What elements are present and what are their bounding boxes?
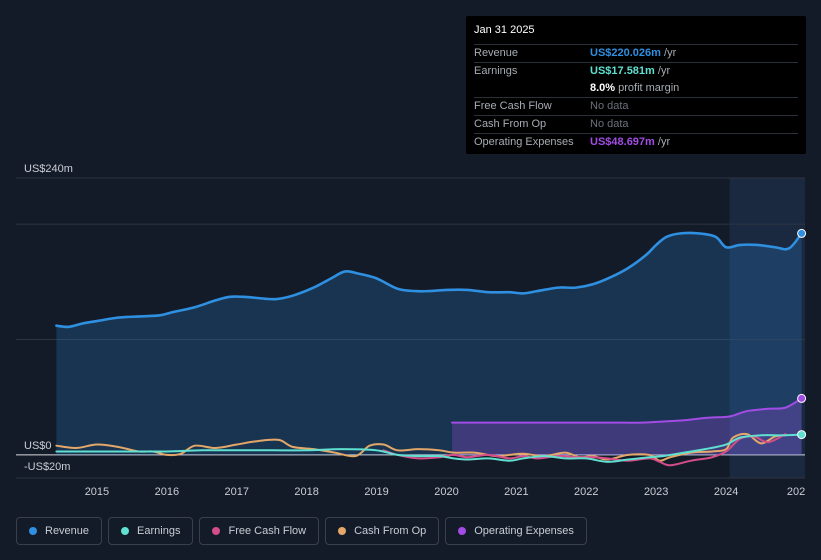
legend-item-operating-expenses[interactable]: Operating Expenses xyxy=(445,517,587,545)
x-tick-label: 2021 xyxy=(504,486,528,498)
series-areas xyxy=(56,232,802,455)
free-cash-flow-line xyxy=(382,433,787,467)
tooltip-panel: Jan 31 2025 Revenue US$220.026m /yr Earnin… xyxy=(466,16,806,154)
legend-dot-icon xyxy=(338,527,347,535)
tooltip-row: Free Cash Flow No data xyxy=(474,97,798,114)
tooltip-row-value: US$17.581m /yr xyxy=(590,65,671,77)
x-tick-label: 2019 xyxy=(364,486,388,498)
tooltip-row-value: No data xyxy=(590,100,629,112)
tooltip-row: Cash From Op No data xyxy=(474,115,798,132)
cash-from-op-line xyxy=(55,432,787,462)
revenue-line xyxy=(55,231,803,329)
legend-label: Earnings xyxy=(137,525,181,537)
x-tick-label: 2016 xyxy=(155,486,179,498)
tooltip-row-label: Operating Expenses xyxy=(474,136,574,148)
x-tick-label: 2017 xyxy=(225,486,249,498)
y-tick-label: US$0 xyxy=(24,440,52,452)
operating-expenses-area xyxy=(452,398,802,455)
tooltip-row: 8.0% profit margin xyxy=(474,80,798,96)
x-tick-label: 2015 xyxy=(85,486,109,498)
legend-label: Free Cash Flow xyxy=(228,525,307,537)
chart-legend: Revenue Earnings Free Cash Flow Cash From O… xyxy=(16,517,587,547)
x-tick-label: 2022 xyxy=(574,486,598,498)
x-tick-label: 2023 xyxy=(644,486,668,498)
legend-dot-icon xyxy=(458,527,467,535)
legend-label: Cash From Op xyxy=(354,525,427,537)
x-axis-labels: 2015 2016 2017 2018 2019 2020 2021 2022 2023 2024… xyxy=(85,486,805,498)
tooltip-row: Earnings US$17.581m /yr xyxy=(474,62,798,79)
y-tick-label: US$240m xyxy=(24,163,73,175)
revenue-area xyxy=(56,232,802,455)
legend-label: Revenue xyxy=(45,525,90,537)
legend-dot-icon xyxy=(121,527,130,535)
x-tick-label: 2024 xyxy=(714,486,738,498)
tooltip-date: Jan 31 2025 xyxy=(474,24,535,36)
legend-dot-icon xyxy=(29,527,37,535)
x-tick-label: 202 xyxy=(787,486,805,498)
earnings-line xyxy=(55,433,803,463)
tooltip-row-label: Free Cash Flow xyxy=(474,100,552,112)
legend-item-free-cash-flow[interactable]: Free Cash Flow xyxy=(199,517,320,545)
legend-item-revenue[interactable]: Revenue xyxy=(16,517,103,545)
legend-item-earnings[interactable]: Earnings xyxy=(108,517,194,545)
tooltip-row: Operating Expenses US$48.697m /yr xyxy=(474,133,798,150)
tooltip-row-label: Cash From Op xyxy=(474,118,547,130)
tooltip-row-label: Revenue xyxy=(474,47,519,59)
series-lines xyxy=(55,231,803,467)
tooltip-row: Revenue US$220.026m /yr xyxy=(474,44,798,61)
legend-dot-icon xyxy=(212,527,221,535)
highlight-band xyxy=(729,178,805,478)
x-tick-label: 2020 xyxy=(434,486,458,498)
operating-expenses-line xyxy=(451,397,803,424)
legend-item-cash-from-op[interactable]: Cash From Op xyxy=(325,517,440,545)
tooltip-row-value: 8.0% profit margin xyxy=(590,82,680,94)
y-axis-labels: US$240m US$0 -US$20m xyxy=(24,163,73,473)
y-tick-label: -US$20m xyxy=(24,461,70,473)
revenue-end-point xyxy=(797,228,807,238)
series-end-dots xyxy=(797,228,807,440)
legend-label: Operating Expenses xyxy=(474,525,574,537)
x-tick-label: 2018 xyxy=(294,486,318,498)
tooltip-row-value: No data xyxy=(590,118,629,130)
tooltip-row-label: Earnings xyxy=(474,65,518,77)
operating-expenses-end-point xyxy=(797,393,807,403)
tooltip-row-value: US$220.026m /yr xyxy=(590,47,677,59)
tooltip-row-value: US$48.697m /yr xyxy=(590,136,671,148)
earnings-end-point xyxy=(797,430,807,440)
